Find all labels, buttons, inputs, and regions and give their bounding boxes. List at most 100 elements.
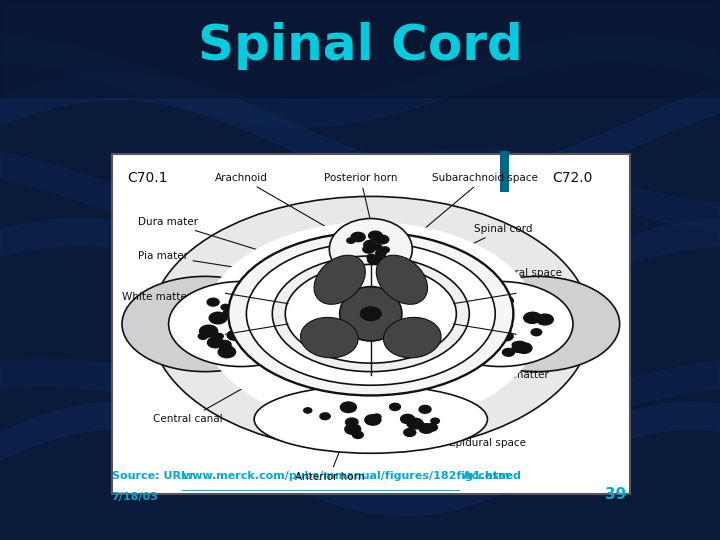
Circle shape xyxy=(516,343,532,353)
Text: www.merck.com/pubs/mmanual/figures/182fig1.htm: www.merck.com/pubs/mmanual/figures/182fi… xyxy=(182,470,510,481)
Ellipse shape xyxy=(384,318,441,358)
Circle shape xyxy=(247,305,261,313)
Ellipse shape xyxy=(329,219,413,280)
Circle shape xyxy=(353,431,364,438)
Circle shape xyxy=(536,314,553,325)
Circle shape xyxy=(304,408,312,413)
Circle shape xyxy=(215,333,223,339)
Circle shape xyxy=(480,292,498,304)
Text: Accessed: Accessed xyxy=(459,470,521,481)
Circle shape xyxy=(531,329,541,336)
Circle shape xyxy=(235,300,250,309)
Circle shape xyxy=(368,256,380,264)
Circle shape xyxy=(461,318,477,329)
Circle shape xyxy=(361,307,381,321)
Text: Epidural space: Epidural space xyxy=(435,401,526,448)
Text: C70.1: C70.1 xyxy=(127,171,168,185)
Circle shape xyxy=(346,418,358,426)
Ellipse shape xyxy=(122,276,288,372)
Text: 39: 39 xyxy=(605,487,626,502)
Ellipse shape xyxy=(254,385,487,453)
Circle shape xyxy=(503,319,511,325)
Circle shape xyxy=(513,341,526,350)
Circle shape xyxy=(404,429,415,436)
Circle shape xyxy=(374,257,383,262)
Circle shape xyxy=(278,321,295,332)
Ellipse shape xyxy=(150,197,591,451)
Circle shape xyxy=(375,250,386,256)
Ellipse shape xyxy=(377,255,428,305)
Text: Source: URL:: Source: URL: xyxy=(112,470,196,481)
Text: Anterior horn: Anterior horn xyxy=(294,374,370,482)
Circle shape xyxy=(426,424,438,431)
Text: Spinal cord: Spinal cord xyxy=(415,224,533,272)
Text: Arachnoid: Arachnoid xyxy=(215,173,327,227)
Circle shape xyxy=(503,299,512,305)
Circle shape xyxy=(199,325,217,337)
Circle shape xyxy=(501,315,512,322)
Ellipse shape xyxy=(272,256,469,372)
Circle shape xyxy=(347,238,355,244)
Text: Subarachnoid space: Subarachnoid space xyxy=(415,173,538,237)
Circle shape xyxy=(492,315,503,321)
Circle shape xyxy=(363,245,374,253)
Circle shape xyxy=(415,421,423,426)
Bar xyxy=(500,151,509,192)
Circle shape xyxy=(341,402,356,413)
Circle shape xyxy=(223,309,236,318)
Bar xyxy=(112,154,630,494)
Circle shape xyxy=(245,315,261,327)
Circle shape xyxy=(247,312,264,323)
Text: Central canal: Central canal xyxy=(153,332,343,424)
Circle shape xyxy=(372,414,381,420)
Circle shape xyxy=(207,337,224,348)
Circle shape xyxy=(256,318,266,325)
Ellipse shape xyxy=(314,255,365,305)
Circle shape xyxy=(467,312,475,318)
Circle shape xyxy=(376,235,389,244)
Ellipse shape xyxy=(285,265,456,363)
Ellipse shape xyxy=(340,287,402,341)
Circle shape xyxy=(407,418,423,429)
Circle shape xyxy=(373,244,382,250)
Ellipse shape xyxy=(454,276,620,372)
Circle shape xyxy=(218,346,235,357)
Circle shape xyxy=(480,345,490,352)
Ellipse shape xyxy=(246,242,495,385)
Circle shape xyxy=(488,330,502,340)
Text: Epidural space: Epidural space xyxy=(467,268,562,296)
Circle shape xyxy=(424,424,431,429)
Circle shape xyxy=(253,331,271,342)
Circle shape xyxy=(512,342,521,348)
Circle shape xyxy=(238,295,249,303)
Circle shape xyxy=(369,231,382,240)
Circle shape xyxy=(390,403,400,410)
Circle shape xyxy=(503,348,514,356)
Circle shape xyxy=(240,315,249,321)
Circle shape xyxy=(400,414,415,423)
Text: Gray matter: Gray matter xyxy=(446,332,549,380)
Circle shape xyxy=(219,340,231,349)
Circle shape xyxy=(489,301,505,312)
Circle shape xyxy=(525,312,541,323)
Circle shape xyxy=(375,255,382,259)
Circle shape xyxy=(476,318,495,330)
Text: Pia mater: Pia mater xyxy=(138,251,290,276)
Circle shape xyxy=(259,296,272,305)
Circle shape xyxy=(254,294,263,299)
Text: Posterior horn: Posterior horn xyxy=(324,173,397,219)
Ellipse shape xyxy=(202,222,539,426)
Circle shape xyxy=(380,247,390,253)
Circle shape xyxy=(364,240,377,249)
Circle shape xyxy=(367,254,376,260)
Circle shape xyxy=(207,298,219,306)
Circle shape xyxy=(431,418,439,424)
Text: Dura mater: Dura mater xyxy=(138,217,275,255)
Circle shape xyxy=(523,313,540,323)
Ellipse shape xyxy=(300,318,358,358)
Circle shape xyxy=(351,232,365,241)
Circle shape xyxy=(449,322,464,332)
Circle shape xyxy=(228,330,242,340)
Circle shape xyxy=(365,415,381,425)
Circle shape xyxy=(490,334,499,339)
